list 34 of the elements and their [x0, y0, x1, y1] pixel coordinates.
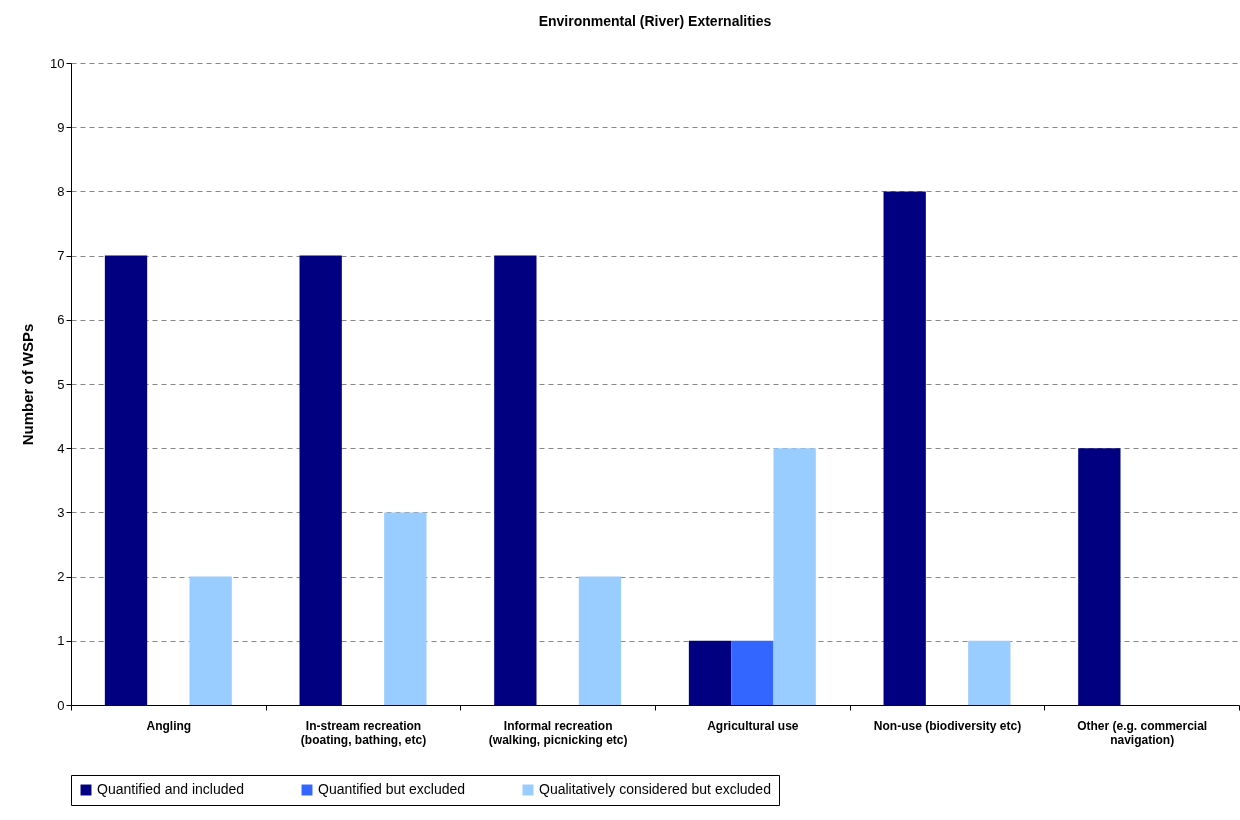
x-tick-label: Non-use (biodiversity etc) [873, 718, 1022, 733]
y-axis-title: Number of WSPs [19, 323, 37, 446]
y-tick-label: 1 [57, 633, 65, 649]
x-tick-label: Informal recreation (walking, picnicking etc) [488, 718, 628, 747]
y-tick-label: 9 [57, 119, 65, 135]
y-tick-label: 7 [57, 248, 65, 264]
y-tick-label: 2 [57, 569, 65, 585]
bar [688, 640, 732, 705]
legend-label: Quantified and included [97, 781, 245, 797]
x-tick-label: In-stream recreation (boating, bathing, etc) [300, 718, 427, 747]
x-tick-label: Other (e.g. commercial navigation) [1077, 718, 1208, 747]
bar [731, 640, 774, 705]
y-tick-label: 5 [57, 376, 65, 392]
bar [299, 255, 342, 705]
y-tick-label: 8 [57, 183, 65, 199]
bar [189, 576, 232, 705]
bar [968, 640, 1011, 705]
y-tick-label: 0 [57, 697, 65, 713]
bar [104, 255, 148, 705]
x-tick-label: Agricultural use [707, 718, 799, 733]
y-tick-label: 4 [57, 440, 65, 456]
bar [883, 191, 926, 705]
y-tick-label: 3 [57, 504, 65, 520]
bar [494, 255, 537, 705]
bar [773, 448, 816, 705]
legend-label: Quantified but excluded [318, 781, 466, 797]
bar [578, 576, 622, 705]
legend-label: Qualitatively considered but excluded [539, 781, 771, 797]
bar [1078, 448, 1121, 705]
x-tick-label: Angling [146, 718, 192, 733]
chart-title: Environmental (River) Externalities [538, 13, 772, 29]
bar [384, 512, 427, 705]
y-tick-label: 10 [50, 55, 65, 71]
y-tick-label: 6 [57, 312, 65, 328]
